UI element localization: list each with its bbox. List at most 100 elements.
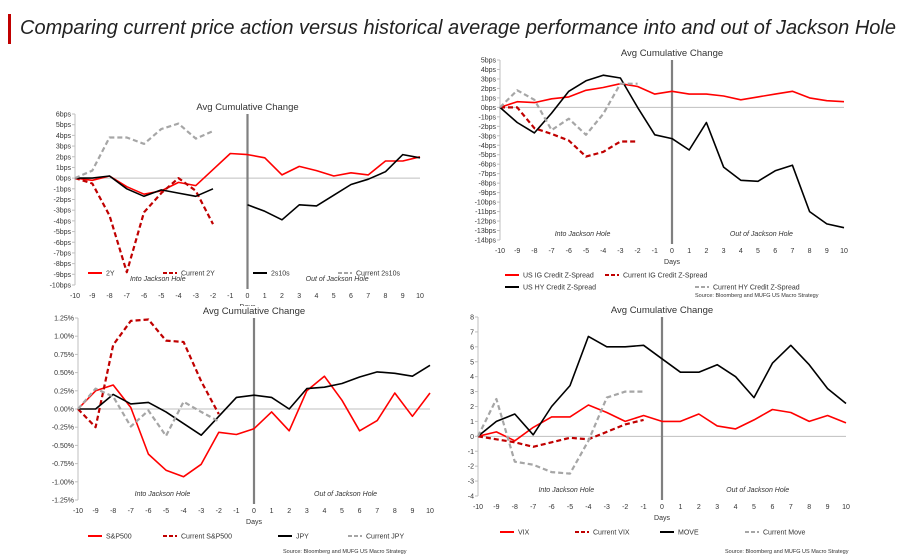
- series-line-current-2y: [74, 177, 214, 274]
- x-tick-label: -9: [89, 293, 95, 300]
- x-tick-label: 0: [246, 293, 250, 300]
- x-tick-label: 5: [756, 248, 760, 255]
- y-tick-label: -1.25%: [52, 498, 74, 505]
- y-tick-label: 6bps: [56, 112, 72, 119]
- y-tick-label: -2bps: [53, 197, 71, 204]
- y-tick-label: 4bps: [56, 133, 72, 140]
- y-tick-label: 3: [470, 389, 474, 396]
- x-tick-label: 7: [789, 504, 793, 511]
- x-tick-label: -5: [163, 508, 169, 515]
- x-tick-label: 8: [808, 248, 812, 255]
- annotation-out: Out of Jackson Hole: [730, 231, 793, 238]
- y-tick-label: 1.25%: [54, 316, 74, 323]
- x-tick-label: 10: [426, 508, 434, 515]
- x-tick-label: -7: [530, 504, 536, 511]
- legend-label-vix: VIX: [518, 530, 530, 537]
- x-tick-label: -6: [145, 508, 151, 515]
- x-tick-label: -3: [604, 504, 610, 511]
- legend-label-move: MOVE: [678, 530, 699, 537]
- x-tick-label: 6: [773, 248, 777, 255]
- x-tick-label: 6: [349, 293, 353, 300]
- x-tick-label: -2: [622, 504, 628, 511]
- x-tick-label: 1: [270, 508, 274, 515]
- series-sandp500: [77, 375, 431, 478]
- y-tick-label: -9bps: [478, 190, 496, 197]
- x-tick-label: -5: [158, 293, 164, 300]
- x-tick-label: -4: [180, 508, 186, 515]
- y-tick-label: 5: [470, 359, 474, 366]
- x-tick-label: -9: [92, 508, 98, 515]
- chart-volatility: Avg Cumulative Change876543210-1-2-3-4-1…: [468, 305, 850, 554]
- y-tick-label: 0.25%: [54, 388, 74, 395]
- series-line-current-2s10s: [74, 122, 214, 180]
- x-tick-label: -8: [110, 508, 116, 515]
- chart-credit: Avg Cumulative Change 5bps 4bps 3bps 2bps 1bp…: [475, 48, 848, 299]
- legend-label-current-ig-credit-z-spread: Current IG Credit Z-Spread: [623, 273, 708, 280]
- y-tick-label: -2: [468, 464, 474, 471]
- x-tick-label: 2: [704, 248, 708, 255]
- x-tick-label: -3: [617, 248, 623, 255]
- x-tick-label: -2: [216, 508, 222, 515]
- y-tick-label: -6bps: [53, 240, 71, 247]
- annotation-out: Out of Jackson Hole: [306, 276, 369, 283]
- y-tick-label: -1bps: [478, 114, 496, 121]
- x-tick-label: 9: [410, 508, 414, 515]
- y-tick-label: -5bps: [53, 229, 71, 236]
- y-tick-label: 0.75%: [54, 352, 74, 359]
- y-tick-label: 0.00%: [54, 407, 74, 414]
- annotation-out: Out of Jackson Hole: [314, 491, 377, 498]
- series-current-2y: [74, 177, 214, 274]
- annotation-into: Into Jackson Hole: [538, 487, 594, 494]
- x-tick-label: -10: [495, 248, 505, 255]
- x-tick-label: -1: [640, 504, 646, 511]
- y-tick-label: -5bps: [478, 152, 496, 159]
- x-tick-label: -3: [198, 508, 204, 515]
- x-tick-label: 3: [297, 293, 301, 300]
- y-tick-label: -2bps: [478, 124, 496, 131]
- x-tick-label: 5: [340, 508, 344, 515]
- y-tick-label: -10bps: [475, 200, 497, 207]
- x-tick-label: 5: [332, 293, 336, 300]
- x-tick-label: -6: [141, 293, 147, 300]
- chart-source: Source: Bloomberg and MUFG US Macro Stra…: [283, 549, 407, 554]
- legend-label-current-2y: Current 2Y: [181, 271, 215, 278]
- y-tick-label: 3bps: [56, 144, 72, 151]
- x-tick-label: 1: [687, 248, 691, 255]
- legend-label-current-2s10s: Current 2s10s: [356, 271, 400, 278]
- x-axis-label: Days: [654, 515, 670, 522]
- y-tick-label: -7bps: [53, 250, 71, 257]
- x-tick-label: 3: [722, 248, 726, 255]
- y-tick-label: -13bps: [475, 228, 497, 235]
- x-tick-label: 9: [825, 248, 829, 255]
- y-tick-label: -10bps: [50, 283, 72, 290]
- legend-label-us-hy-credit-z-spread: US HY Credit Z-Spread: [523, 285, 596, 292]
- y-tick-label: -6bps: [478, 162, 496, 169]
- series-line-2s10s: [247, 153, 421, 221]
- y-tick-label: 7: [470, 329, 474, 336]
- y-tick-label: -0.75%: [52, 461, 74, 468]
- x-tick-label: 8: [384, 293, 388, 300]
- chart-title: Avg Cumulative Change: [621, 48, 723, 59]
- x-tick-label: 0: [660, 504, 664, 511]
- x-tick-label: 4: [734, 504, 738, 511]
- y-tick-label: -4bps: [478, 143, 496, 150]
- x-tick-label: 3: [715, 504, 719, 511]
- x-tick-label: 8: [807, 504, 811, 511]
- x-tick-label: -4: [600, 248, 606, 255]
- x-tick-label: 5: [752, 504, 756, 511]
- chart-source: Source: Bloomberg and MUFG US Macro Stra…: [725, 549, 849, 554]
- x-tick-label: -9: [493, 504, 499, 511]
- y-tick-label: 0.50%: [54, 370, 74, 377]
- x-tick-label: -1: [227, 293, 233, 300]
- x-tick-label: 1: [263, 293, 267, 300]
- x-tick-label: 9: [826, 504, 830, 511]
- legend-label-current-jpy: Current JPY: [366, 534, 404, 541]
- series-current-hy-credit-z-spread: [499, 82, 638, 136]
- y-tick-label: 0: [470, 434, 474, 441]
- x-tick-label: -6: [566, 248, 572, 255]
- x-tick-label: -1: [652, 248, 658, 255]
- annotation-out: Out of Jackson Hole: [726, 487, 789, 494]
- y-tick-label: 0bps: [481, 105, 497, 112]
- y-tick-label: -4: [468, 494, 474, 501]
- x-tick-label: 10: [416, 293, 424, 300]
